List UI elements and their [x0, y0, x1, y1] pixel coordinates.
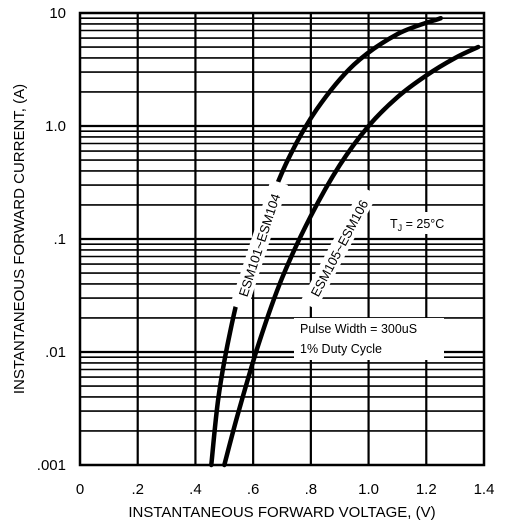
y-axis-title: INSTANTANEOUS FORWARD CURRENT, (A) — [11, 84, 28, 394]
series-label-esm101: ESM101~ESM104 — [236, 192, 283, 299]
x-tick-label: 0 — [76, 481, 84, 498]
x-tick-label: 1.4 — [474, 481, 495, 498]
x-tick-label: .4 — [189, 481, 202, 498]
x-tick-label: .8 — [305, 481, 318, 498]
tj-annotation-background — [384, 212, 464, 234]
chart-grid — [80, 13, 484, 465]
y-axis-ticks: .001 .01 .1 1.0 10 — [37, 5, 66, 474]
x-axis-ticks: 0 .2 .4 .6 .8 1.0 1.2 1.4 — [76, 481, 495, 498]
x-tick-label: 1.0 — [358, 481, 379, 498]
series-label-esm101-background — [230, 179, 288, 311]
y-tick-label: .01 — [45, 344, 66, 361]
x-axis-title: INSTANTANEOUS FORWARD VOLTAGE, (V) — [128, 504, 435, 521]
pulse-annotation-background — [294, 318, 444, 360]
y-tick-label: .1 — [53, 231, 66, 248]
junction-temperature-annotation: TJ = 25°C — [390, 217, 444, 233]
x-tick-label: .2 — [131, 481, 144, 498]
pulse-width-annotation: Pulse Width = 300uS — [300, 322, 417, 336]
tj-value: = 25°C — [402, 217, 444, 231]
duty-cycle-annotation: 1% Duty Cycle — [300, 342, 382, 356]
tj-subscript: J — [398, 223, 403, 233]
y-tick-label: 10 — [49, 5, 66, 22]
tj-symbol: T — [390, 217, 398, 231]
y-tick-label: .001 — [37, 457, 66, 474]
plot-frame — [78, 11, 486, 467]
series-label-esm105-background — [300, 186, 378, 310]
x-tick-label: .6 — [247, 481, 260, 498]
series-line-1 — [209, 15, 443, 468]
y-tick-label: 1.0 — [45, 118, 66, 135]
series-line-2 — [222, 44, 481, 468]
x-tick-label: 1.2 — [416, 481, 437, 498]
